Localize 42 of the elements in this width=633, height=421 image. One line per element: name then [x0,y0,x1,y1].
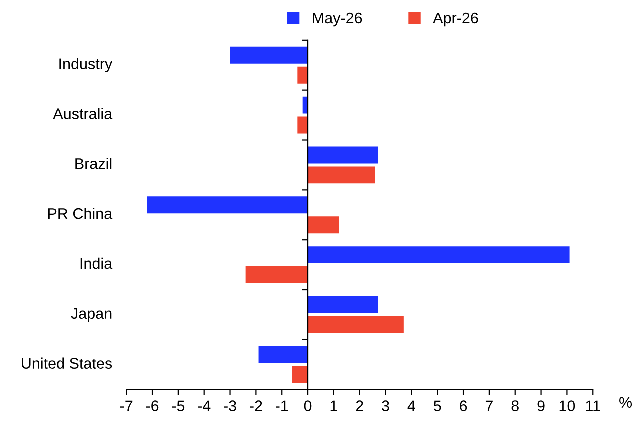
y-tick-label: Brazil [76,158,112,170]
bar [308,246,570,264]
bar [308,316,404,334]
x-tick-label: 5 [434,400,442,412]
x-tick-label: -6 [146,400,159,412]
x-tick-label: 8 [512,400,519,412]
x-tick-label: -3 [224,400,236,412]
bar [147,196,308,214]
x-tick-label: 4 [408,400,416,412]
bar [292,366,308,384]
y-tick-label: India [80,258,113,270]
bar [246,266,308,284]
bar [258,346,308,364]
bar [298,116,308,134]
x-tick-label: -5 [172,400,185,412]
x-tick-label: -1 [276,400,288,412]
x-tick-label: 2 [356,400,364,412]
y-tick-label: Industry [60,58,113,72]
y-tick-label: United States [22,358,112,369]
x-tick-label: 1 [330,400,338,412]
bar [298,66,308,84]
y-tick-label: Japan [71,308,112,322]
legend-label: Apr-26 [433,12,478,27]
x-tick-label: 9 [538,400,545,412]
x-tick-label: -4 [198,400,211,412]
x-tick-label: 6 [460,400,468,412]
bar [308,216,340,234]
x-tick-label: 3 [382,400,390,412]
x-tick-label: 7 [486,400,493,412]
bar [308,166,376,184]
x-axis-title: % [620,397,632,408]
bar [308,146,378,164]
x-tick-label: 10 [560,400,576,412]
bar [230,46,308,64]
y-tick-label: Australia [53,108,113,120]
x-tick-label: 0 [304,400,312,412]
y-tick-label: PR China [48,208,113,220]
bar [308,296,378,314]
x-tick-label: -2 [250,400,262,412]
legend-label: May-26 [313,12,362,27]
x-tick-label: -7 [120,400,133,412]
x-tick-label: 11 [586,400,600,412]
